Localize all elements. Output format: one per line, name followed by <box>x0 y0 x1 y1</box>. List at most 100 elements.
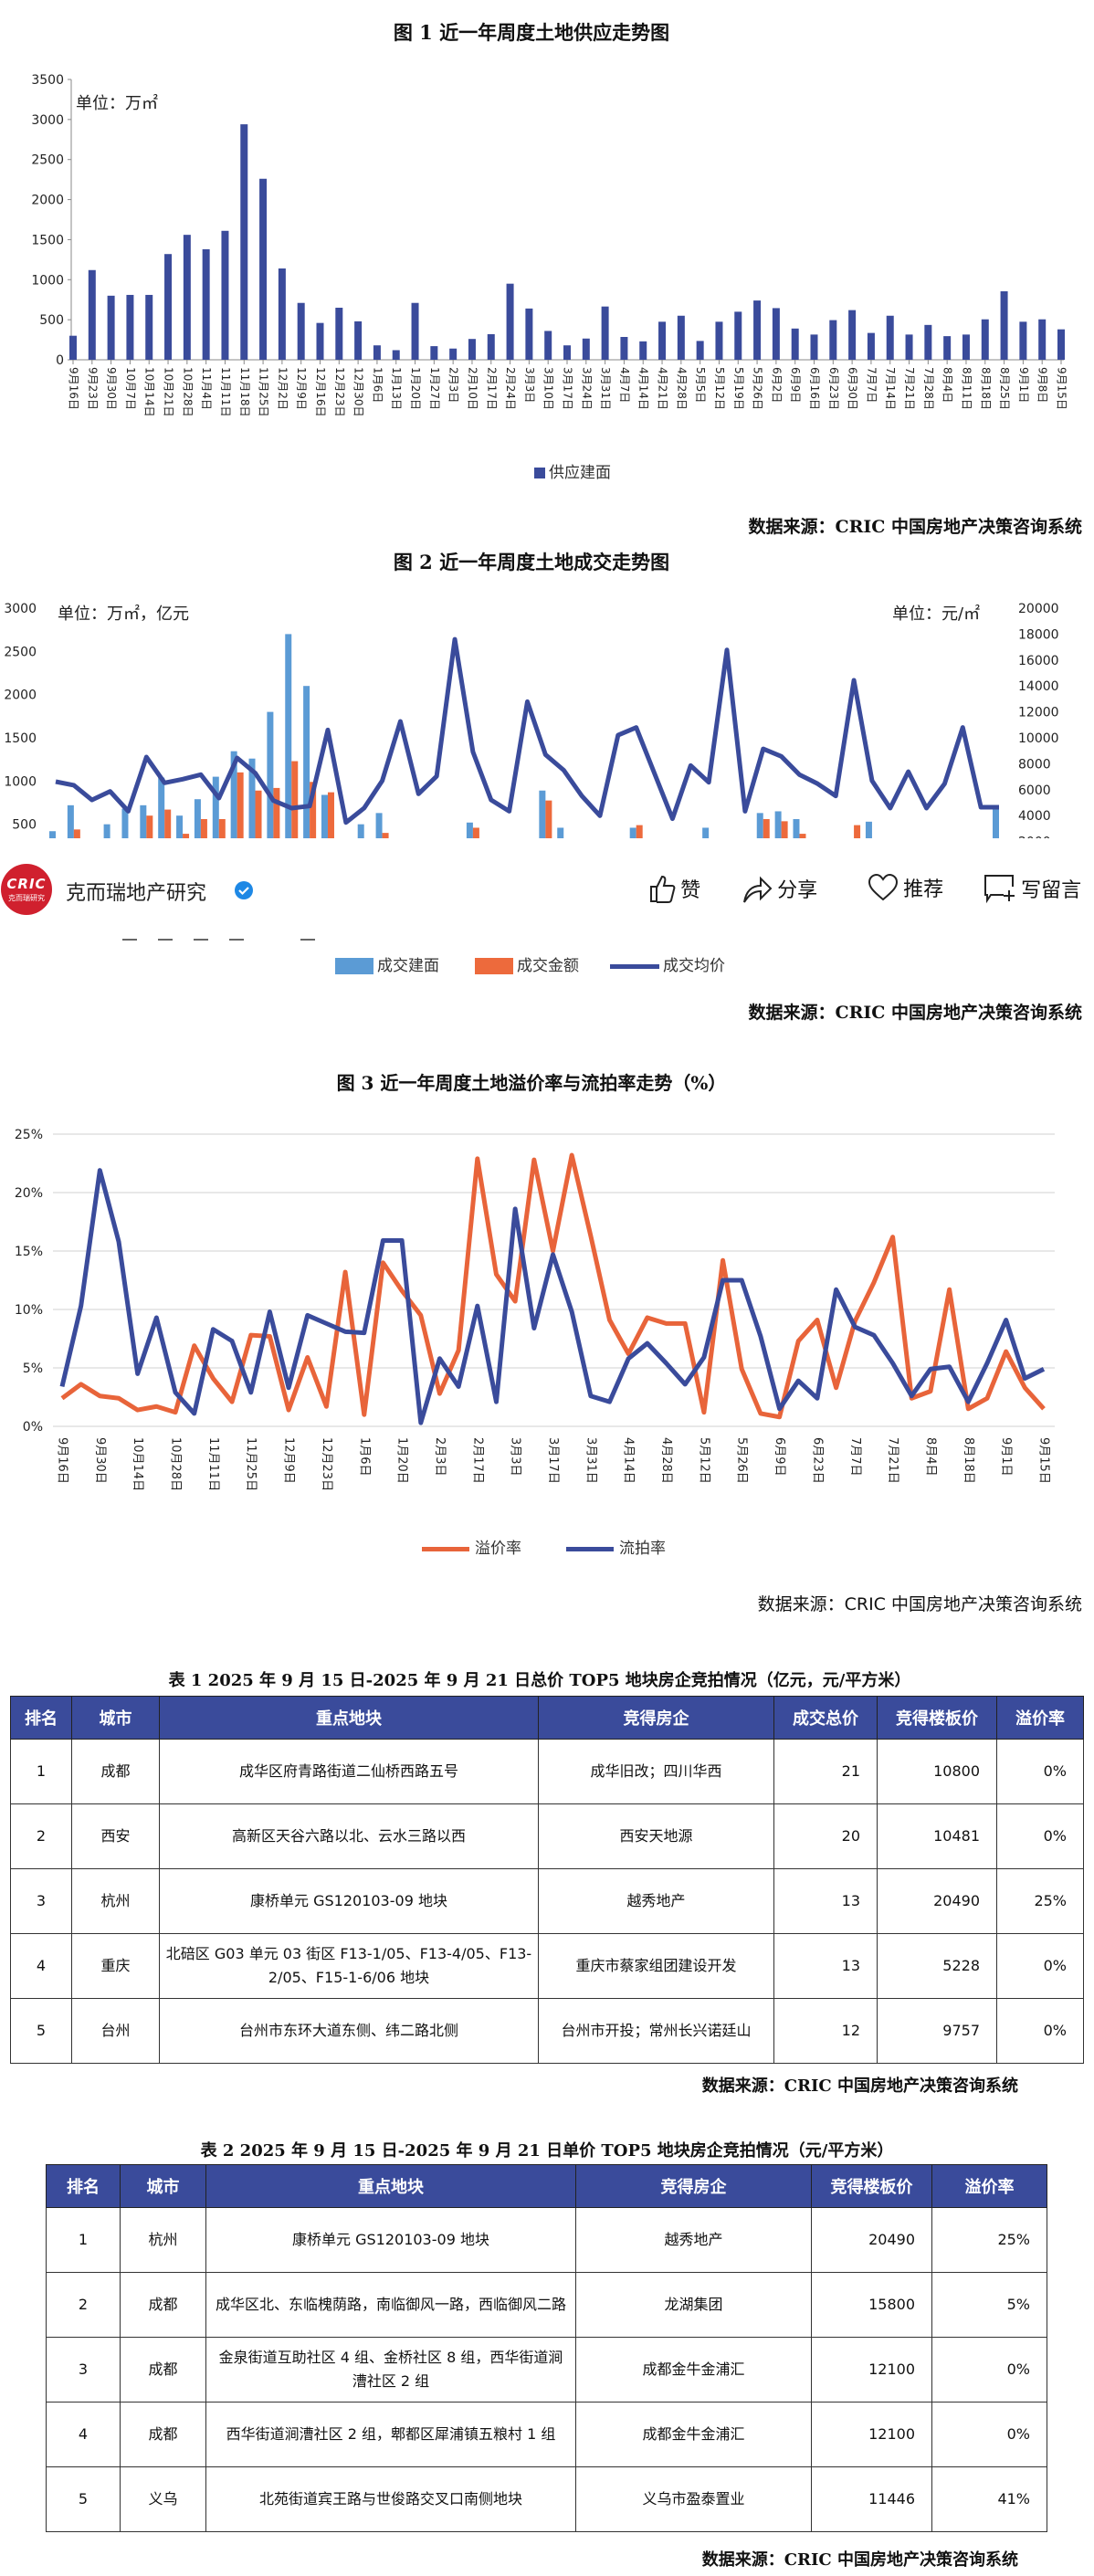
area-bar <box>357 824 364 838</box>
x-tick-label: 3月17日 <box>562 367 574 410</box>
bar <box>943 336 952 360</box>
table-cell: 越秀地产 <box>538 1868 774 1934</box>
table-cell: 成都 <box>120 2337 206 2403</box>
failure-rate-line <box>59 1168 1046 1425</box>
area-bar <box>158 777 165 838</box>
x-tick-label: 1月20日 <box>409 367 422 410</box>
area-bar <box>285 634 292 838</box>
x-tick-label: 9月30日 <box>93 1437 107 1484</box>
unit-label: 单位：万㎡ <box>76 93 158 113</box>
table-cell: 越秀地产 <box>575 2207 812 2273</box>
area-bar <box>248 758 256 838</box>
amount-bar <box>382 833 389 838</box>
chart3-legend-premium: 溢价率 <box>422 1535 521 1558</box>
table-cell: 4 <box>10 1933 72 1999</box>
x-tick-label: 8月11日 <box>960 367 973 410</box>
bar <box>639 341 647 360</box>
x-tick-label: 1月13日 <box>390 367 403 410</box>
area-bar <box>702 827 710 838</box>
table-cell: 9757 <box>877 1998 997 2064</box>
table-cell: 13 <box>773 1868 878 1934</box>
chart2-title: 图 2 近一年周度土地成交走势图 <box>393 551 670 573</box>
x-tick-label: 6月9日 <box>789 367 802 403</box>
right-y-tick-label: 10000 <box>1018 731 1059 746</box>
area-bar <box>103 824 110 838</box>
table-cell: 15800 <box>811 2272 932 2338</box>
amount-bar <box>636 825 643 838</box>
right-y-tick-label: 4000 <box>1018 809 1051 824</box>
area-bar <box>466 822 473 838</box>
chart1-legend: 供应建面 <box>534 459 611 482</box>
table-cell: 高新区天谷六路以北、云水三路以西 <box>159 1803 539 1869</box>
amount-bar <box>164 809 172 838</box>
table-row: 4 重庆 北碚区 G03 单元 03 街区 F13-1/05、F13-4/05、F1… <box>10 1933 1084 1999</box>
like-button[interactable]: 赞 <box>648 873 700 904</box>
chart3-legend-failure: 流拍率 <box>566 1535 666 1558</box>
table-cell: 台州市开投；常州长兴诺廷山 <box>538 1998 774 2064</box>
table-cell: 杭州 <box>71 1868 160 1934</box>
table-cell: 成华区府青路街道二仙桥西路五号 <box>159 1739 539 1804</box>
amount-bar <box>237 772 244 838</box>
area-bar <box>629 827 636 838</box>
amount-bar <box>291 761 299 838</box>
chart1-source: 数据来源：CRIC 中国房地产决策咨询系统 <box>748 517 1082 537</box>
bar <box>544 331 552 360</box>
like-label: 赞 <box>680 879 701 902</box>
x-tick-label: 5月26日 <box>752 367 764 410</box>
x-tick-label: 4月21日 <box>657 367 669 410</box>
bar <box>867 332 875 360</box>
legend-label-amount: 成交金额 <box>517 957 579 975</box>
bar <box>1057 329 1065 360</box>
account-logo[interactable]: CRIC 克而瑞研究 <box>1 864 52 915</box>
x-tick-label: 2月17日 <box>485 367 498 410</box>
x-tick-label: 11月25日 <box>258 367 270 417</box>
y-tick-label: 15% <box>15 1245 43 1259</box>
x-tick-label: 12月9日 <box>295 367 308 410</box>
column-header: 城市 <box>71 1696 160 1740</box>
area-bar <box>793 818 800 838</box>
left-y-tick-label: 2500 <box>4 645 37 659</box>
right-y-tick-label: 20000 <box>1018 602 1059 616</box>
premium-rate-line <box>60 1152 1046 1420</box>
x-tick-label: 3月17日 <box>546 1437 560 1484</box>
table-cell: 0% <box>996 1803 1084 1869</box>
legend-swatch-price <box>610 963 659 969</box>
table-cell: 重庆市蔡家组团建设开发 <box>538 1933 774 1999</box>
table1-title: 表 1 2025 年 9 月 15 日-2025 年 9 月 21 日总价 TO… <box>168 1671 911 1690</box>
account-name[interactable]: 克而瑞地产研究 <box>66 882 207 905</box>
right-y-tick-label: 8000 <box>1018 757 1051 772</box>
x-tick-label: 12月30日 <box>352 367 365 417</box>
table-cell: 4 <box>46 2402 121 2467</box>
area-bar <box>539 790 546 838</box>
chart3-title: 图 3 近一年周度土地溢价率与流拍率走势（%） <box>336 1072 727 1094</box>
x-tick-label: 2月3日 <box>433 1437 447 1477</box>
bar <box>962 334 970 360</box>
table2-unit-price-top5: 排名 城市 重点地块 竞得房企 竞得楼板价 溢价率 1 杭州 康桥单元 GS120103-09… <box>46 2164 1047 2532</box>
x-tick-label: 11月11日 <box>206 1437 220 1491</box>
table-cell: 13 <box>773 1933 878 1999</box>
comment-button[interactable]: 写留言 <box>984 873 1081 904</box>
table-row: 5 义乌 北苑街道宾王路与世俊路交叉口南侧地块 义乌市盈泰置业 11446 41% <box>46 2466 1047 2532</box>
bar <box>259 178 268 360</box>
bar <box>145 294 153 360</box>
table-cell: 重庆 <box>71 1933 160 1999</box>
bar <box>392 350 400 360</box>
table-cell: 康桥单元 GS120103-09 地块 <box>205 2207 576 2273</box>
table-cell: 0% <box>931 2402 1047 2467</box>
area-bar <box>212 776 219 838</box>
logo-text: CRIC <box>6 876 47 892</box>
share-button[interactable]: 分享 <box>742 873 817 904</box>
amount-bar <box>146 815 153 838</box>
recommend-button[interactable]: 推荐 <box>868 873 943 902</box>
comment-label: 写留言 <box>1021 879 1082 902</box>
left-y-tick-label: 500 <box>12 818 37 833</box>
table-cell: 11446 <box>811 2466 932 2532</box>
area-bar <box>993 807 999 838</box>
table-cell: 5 <box>46 2466 121 2532</box>
bar <box>468 339 476 360</box>
x-tick-label: 12月2日 <box>276 367 289 410</box>
x-tick-label: 3月3日 <box>509 1437 522 1477</box>
right-y-tick-label: 16000 <box>1018 654 1059 668</box>
amount-bar <box>327 792 334 838</box>
x-tick-label: 10月7日 <box>124 367 137 410</box>
